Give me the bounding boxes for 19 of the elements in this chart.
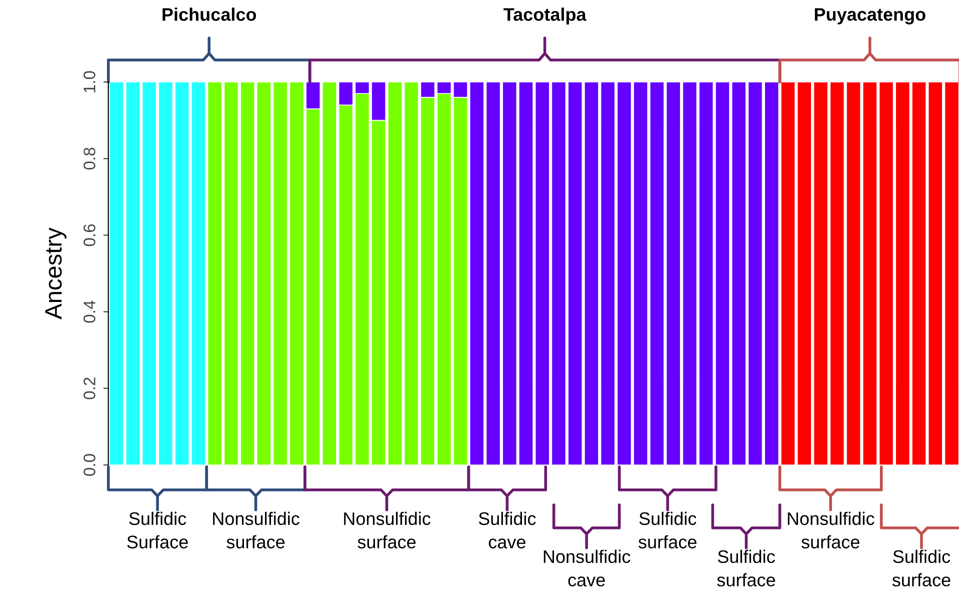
- text: Sulfidic Surface: [127, 512, 188, 548]
- text: Nonsulfidic surface: [213, 512, 300, 548]
- y-tick-label: 0.8: [84, 148, 96, 170]
- text: Puyacatengo: [814, 8, 926, 24]
- y-tick-label: 0.0: [84, 454, 96, 476]
- text: Sulfidic surface: [638, 512, 696, 548]
- y-axis-title: Ancestry: [45, 228, 66, 320]
- text: Pichucalco: [162, 8, 256, 21]
- y-tick-label: 0.2: [84, 378, 96, 400]
- text: Nonsulfidic cave: [544, 550, 630, 586]
- text: Sulfidic surface: [717, 550, 776, 586]
- y-tick-label: 0.6: [84, 224, 96, 246]
- text: Tacotalpa: [504, 8, 586, 24]
- y-tick-label: 0.4: [84, 300, 96, 323]
- text: Nonsulfidic surface: [788, 512, 874, 548]
- text: Sulfidic cave: [478, 512, 536, 548]
- text: Nonsulfidic surface: [344, 512, 430, 548]
- y-tick-label: 1.0: [84, 71, 96, 92]
- text: Sulfidic surface: [892, 550, 950, 586]
